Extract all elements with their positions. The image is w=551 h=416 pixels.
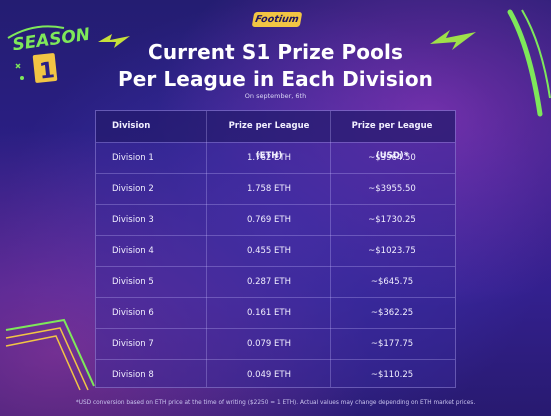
usd-cell: ~$362.25 <box>370 308 414 318</box>
prize-pool-table: Division Prize per League (ETH) Prize pe… <box>95 110 456 388</box>
footnote: *USD conversion based on ETH price at th… <box>75 400 476 406</box>
table-row: Division 5 0.287 ETH ~$645.75 <box>96 266 455 297</box>
table-row: Division 3 0.769 ETH ~$1730.25 <box>96 204 455 235</box>
column-header-division: Division <box>112 121 151 131</box>
table-row: Division 2 1.758 ETH ~$3955.50 <box>96 173 455 204</box>
lightning-bolt-icon <box>98 34 130 48</box>
division-cell: Division 6 <box>112 308 154 318</box>
stripes-decoration <box>5 318 95 391</box>
table-row: Division 7 0.079 ETH ~$177.75 <box>96 328 455 359</box>
swoosh-decoration <box>507 9 551 117</box>
table-row: Division 8 0.049 ETH ~$110.25 <box>96 359 455 390</box>
usd-cell: ~$177.75 <box>370 339 414 349</box>
table-header-row: Division Prize per League (ETH) Prize pe… <box>96 111 455 161</box>
eth-cell: 0.079 ETH <box>247 339 291 349</box>
eth-cell: 0.049 ETH <box>247 370 291 380</box>
table-row: Division 4 0.455 ETH ~$1023.75 <box>96 235 455 266</box>
column-header-usd: Prize per League (USD)* <box>351 121 433 161</box>
table-row: Division 1 1.762 ETH ~$3964.50 <box>96 142 455 173</box>
usd-cell: ~$3964.50 <box>368 153 416 163</box>
division-cell: Division 7 <box>112 339 154 349</box>
eth-cell: 1.758 ETH <box>247 184 291 194</box>
eth-cell: 0.769 ETH <box>247 215 291 225</box>
usd-cell: ~$645.75 <box>370 277 414 287</box>
eth-cell: 0.287 ETH <box>247 277 291 287</box>
usd-cell: ~$1730.25 <box>368 215 416 225</box>
footium-logo: Footium <box>251 12 303 27</box>
page-title-line-2: Per League in Each Division <box>118 67 433 91</box>
season-one-badge: SEASON 1 <box>7 25 91 85</box>
usd-cell: ~$110.25 <box>370 370 414 380</box>
eth-cell: 1.762 ETH <box>247 153 291 163</box>
lightning-bolt-icon <box>430 30 476 50</box>
division-cell: Division 1 <box>112 153 154 163</box>
division-cell: Division 2 <box>112 184 154 194</box>
column-divider <box>206 111 207 387</box>
usd-cell: ~$1023.75 <box>368 246 416 256</box>
page-title-line-1: Current S1 Prize Pools <box>148 40 403 64</box>
division-cell: Division 5 <box>112 277 154 287</box>
table-row: Division 6 0.161 ETH ~$362.25 <box>96 297 455 328</box>
division-cell: Division 8 <box>112 370 154 380</box>
date-subtitle: On september, 6th <box>244 92 307 100</box>
column-divider <box>330 111 331 387</box>
eth-cell: 0.161 ETH <box>247 308 291 318</box>
division-cell: Division 3 <box>112 215 154 225</box>
division-cell: Division 4 <box>112 246 154 256</box>
season-number: 1 <box>38 58 56 84</box>
column-header-eth: Prize per League (ETH) <box>228 121 310 161</box>
usd-cell: ~$3955.50 <box>368 184 416 194</box>
eth-cell: 0.455 ETH <box>247 246 291 256</box>
